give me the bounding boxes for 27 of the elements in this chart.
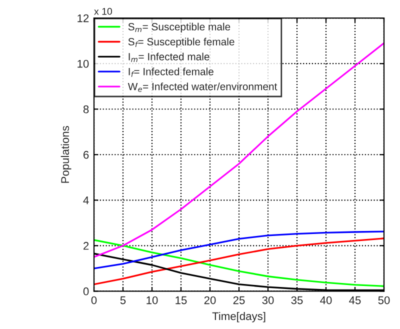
x-tick-label: 35 — [291, 296, 303, 304]
x-tick-label: 5 — [120, 296, 126, 304]
legend-label: W$_{e}$= Infected water/environment — [128, 82, 278, 92]
legend-label: I$_{m}$= Infected male — [128, 52, 210, 62]
x-tick-label: 45 — [349, 296, 361, 304]
legend-label: S$_{f}$= Susceptible female — [128, 38, 234, 48]
y-tick-label: 0 — [83, 287, 89, 296]
x-tick-label: 25 — [233, 296, 245, 304]
line-series — [94, 230, 384, 270]
x-tick-label: 30 — [262, 296, 274, 304]
y-tick-label: 8 — [83, 105, 89, 114]
legend-label: S$_{m}$= Susceptible male — [128, 22, 230, 32]
text: x 10 — [94, 8, 112, 15]
x-tick-label: 50 — [378, 296, 390, 304]
y-tick-label: 4 — [83, 196, 89, 204]
x-tick-label: 20 — [204, 296, 216, 304]
x-tick-label: 15 — [176, 296, 187, 304]
legend-label: I$_{f}$= Infected female — [128, 68, 214, 77]
y-tick-label: 12 — [78, 14, 89, 22]
x-axis-title: Time[days] — [212, 312, 266, 322]
y-tick-label: 2 — [84, 242, 89, 250]
x-tick-label: 0 — [91, 296, 97, 304]
y-axis-title: Populations — [60, 126, 72, 183]
x-tick-label: 40 — [320, 296, 332, 304]
y-tick-label: 10 — [78, 60, 89, 68]
y-tick-label: 6 — [84, 150, 89, 159]
x-tick-label: 10 — [146, 296, 158, 304]
